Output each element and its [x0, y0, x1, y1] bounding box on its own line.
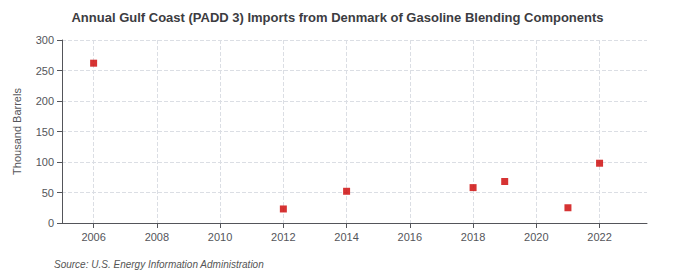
- svg-text:2008: 2008: [145, 231, 169, 243]
- svg-text:2018: 2018: [461, 231, 485, 243]
- svg-text:2016: 2016: [398, 231, 422, 243]
- svg-text:200: 200: [36, 95, 54, 107]
- svg-text:Source: U.S. Energy Informatio: Source: U.S. Energy Information Administ…: [54, 259, 264, 270]
- svg-text:2006: 2006: [81, 231, 105, 243]
- svg-text:50: 50: [42, 187, 54, 199]
- svg-text:150: 150: [36, 126, 54, 138]
- svg-text:250: 250: [36, 65, 54, 77]
- svg-text:2020: 2020: [524, 231, 548, 243]
- svg-text:2012: 2012: [271, 231, 295, 243]
- svg-text:100: 100: [36, 156, 54, 168]
- svg-text:2014: 2014: [334, 231, 358, 243]
- svg-text:0: 0: [48, 217, 54, 229]
- svg-text:Annual Gulf Coast (PADD 3) Imp: Annual Gulf Coast (PADD 3) Imports from …: [71, 10, 603, 25]
- svg-text:2010: 2010: [208, 231, 232, 243]
- svg-text:300: 300: [36, 34, 54, 46]
- svg-text:Thousand Barrels: Thousand Barrels: [11, 88, 23, 175]
- svg-text:2022: 2022: [587, 231, 611, 243]
